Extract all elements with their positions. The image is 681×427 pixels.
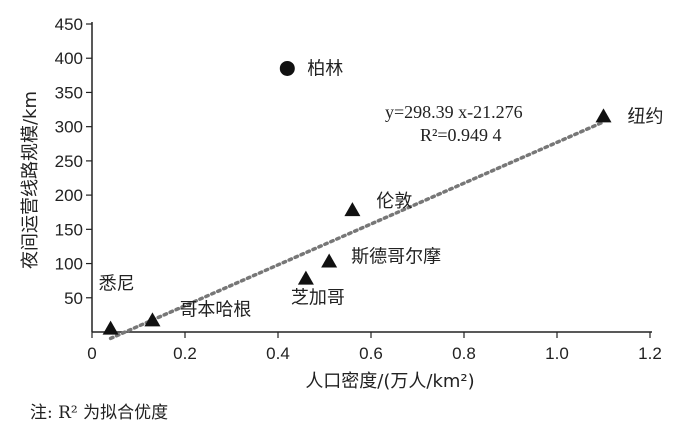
trendline	[108, 120, 606, 341]
point-label: 柏林	[307, 58, 343, 79]
point-circle	[279, 60, 295, 76]
y-tick-label: 450	[55, 15, 83, 34]
point-label: 悉尼	[99, 274, 135, 295]
point-label: 纽约	[628, 106, 664, 127]
y-tick-label: 250	[55, 152, 83, 171]
y-tick-label: 300	[55, 118, 83, 137]
y-tick-label: 200	[55, 186, 83, 205]
x-tick-label: 0	[87, 344, 96, 363]
y-tick-label: 50	[64, 289, 83, 308]
point-triangle	[297, 270, 314, 285]
y-tick-label: 150	[55, 220, 83, 239]
point-label: 斯德哥尔摩	[351, 247, 441, 268]
point-triangle	[102, 320, 119, 335]
point-triangle	[344, 202, 361, 217]
marks-layer	[102, 60, 612, 335]
x-tick-label: 0.8	[452, 344, 476, 363]
point-triangle	[144, 312, 161, 327]
y-tick-label: 400	[55, 49, 83, 68]
x-tick-label: 0.4	[266, 344, 290, 363]
y-tick-label: 350	[55, 83, 83, 102]
axes: 0 0.2 0.4 0.6 0.8 1.0 1.2 50 100 150 200 250 300 350 4…	[55, 15, 662, 363]
point-triangle	[595, 108, 612, 123]
point-label: 哥本哈根	[179, 299, 251, 320]
point-triangle	[321, 253, 338, 268]
regression-equation: y=298.39 x-21.276	[385, 102, 523, 122]
x-axis-title: 人口密度/(万人/km²)	[305, 371, 474, 392]
x-tick-label: 0.6	[359, 344, 383, 363]
x-tick-label: 1.0	[545, 344, 569, 363]
x-tick-label: 1.2	[638, 344, 662, 363]
point-label: 伦敦	[376, 191, 412, 212]
trendline-layer	[108, 120, 606, 341]
point-label: 芝加哥	[291, 288, 345, 309]
x-tick-label: 0.2	[173, 344, 197, 363]
r-squared-value: R²=0.949 4	[420, 125, 502, 145]
footnote: 注: R² 为拟合优度	[30, 403, 169, 423]
y-tick-label: 100	[55, 255, 83, 274]
y-axis-title: 夜间运营线路规模/km	[20, 91, 41, 269]
